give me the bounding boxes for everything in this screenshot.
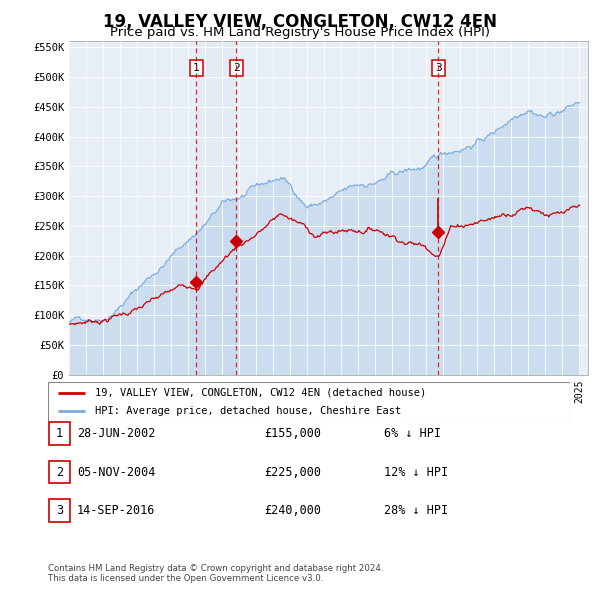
Text: HPI: Average price, detached house, Cheshire East: HPI: Average price, detached house, Ches… (95, 406, 401, 416)
Text: 6% ↓ HPI: 6% ↓ HPI (384, 427, 441, 440)
Text: £240,000: £240,000 (264, 504, 321, 517)
Text: Contains HM Land Registry data © Crown copyright and database right 2024.
This d: Contains HM Land Registry data © Crown c… (48, 563, 383, 583)
FancyBboxPatch shape (49, 461, 70, 483)
Text: 28% ↓ HPI: 28% ↓ HPI (384, 504, 448, 517)
FancyBboxPatch shape (49, 499, 70, 522)
Text: 28-JUN-2002: 28-JUN-2002 (77, 427, 155, 440)
Text: 14-SEP-2016: 14-SEP-2016 (77, 504, 155, 517)
Text: 12% ↓ HPI: 12% ↓ HPI (384, 466, 448, 478)
FancyBboxPatch shape (48, 382, 570, 422)
Text: 3: 3 (56, 504, 63, 517)
Text: 2: 2 (56, 466, 63, 478)
Text: 19, VALLEY VIEW, CONGLETON, CW12 4EN: 19, VALLEY VIEW, CONGLETON, CW12 4EN (103, 13, 497, 31)
Text: 1: 1 (56, 427, 63, 440)
Text: 2: 2 (233, 63, 240, 73)
Text: £155,000: £155,000 (264, 427, 321, 440)
Text: £225,000: £225,000 (264, 466, 321, 478)
Text: 05-NOV-2004: 05-NOV-2004 (77, 466, 155, 478)
Text: 1: 1 (193, 63, 200, 73)
Text: Price paid vs. HM Land Registry's House Price Index (HPI): Price paid vs. HM Land Registry's House … (110, 26, 490, 39)
Bar (196, 41, 236, 375)
Text: 3: 3 (435, 63, 442, 73)
FancyBboxPatch shape (49, 422, 70, 445)
Text: 19, VALLEY VIEW, CONGLETON, CW12 4EN (detached house): 19, VALLEY VIEW, CONGLETON, CW12 4EN (de… (95, 388, 426, 398)
